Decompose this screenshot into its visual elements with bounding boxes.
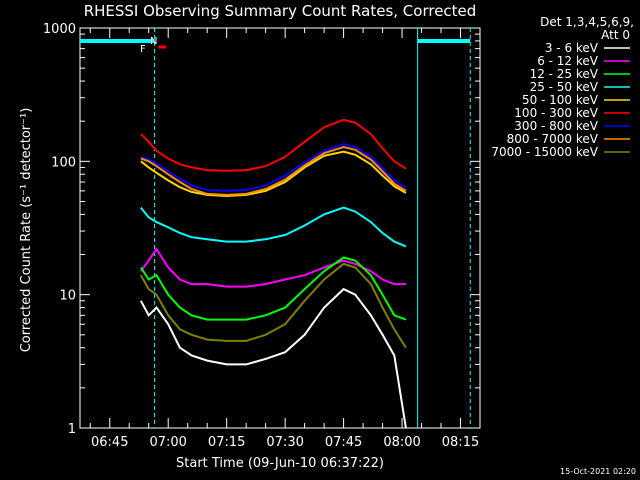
x-axis-label: Start Time (09-Jun-10 06:37:22) — [176, 456, 384, 471]
chart-title: RHESSI Observing Summary Count Rates, Co… — [84, 2, 477, 20]
legend-label: 100 - 300 keV — [514, 106, 598, 120]
tick-labels: 1 10 100 1000 06:45 07:00 07:15 07:30 07:45 08:00… — [43, 22, 479, 450]
y-tick-label: 1000 — [43, 22, 76, 37]
series-line-0 — [140, 287, 407, 429]
series-line-1 — [140, 247, 406, 288]
legend-label: 800 - 7000 keV — [507, 132, 599, 146]
x-tick-label: 06:45 — [91, 435, 128, 450]
legend-label: 300 - 800 keV — [514, 119, 598, 133]
series-line-6 — [140, 142, 407, 192]
series-lines — [140, 118, 407, 429]
legend-label: 12 - 25 keV — [530, 67, 599, 81]
legend-label: 3 - 6 keV — [545, 41, 599, 55]
flag-f-label: F — [140, 44, 146, 55]
legend-label: 6 - 12 keV — [537, 54, 599, 68]
x-tick-label: 08:00 — [383, 435, 420, 450]
x-tick-label: 07:15 — [208, 435, 245, 450]
y-tick-label: 100 — [51, 155, 76, 170]
series-line-2 — [140, 256, 407, 321]
y-tick-label: 1 — [68, 422, 76, 437]
x-tick-label: 08:15 — [442, 435, 479, 450]
flag-n-label: N — [150, 36, 157, 47]
observing-flags — [80, 28, 471, 428]
series-line-8 — [140, 262, 407, 349]
x-tick-label: 07:30 — [266, 435, 303, 450]
y-axis-label: Corrected Count Rate (s⁻¹ detector⁻¹) — [19, 108, 34, 353]
x-tick-label: 07:00 — [149, 435, 186, 450]
plot-axes — [79, 27, 481, 429]
legend-label: 25 - 50 keV — [530, 80, 599, 94]
x-tick-label: 07:45 — [325, 435, 362, 450]
series-line-5 — [140, 118, 407, 172]
legend-label: 7000 - 15000 keV — [491, 145, 598, 159]
series-line-3 — [140, 206, 407, 248]
legend-header-1: Det 1,3,4,5,6,9, — [540, 15, 634, 29]
timestamp: 15-Oct-2021 02:20 — [560, 467, 636, 476]
series-line-7 — [140, 145, 407, 196]
plot-frame — [79, 27, 481, 429]
legend-header-2: Att 0 — [601, 28, 630, 42]
legend-label: 50 - 100 keV — [522, 93, 599, 107]
y-tick-label: 10 — [59, 289, 76, 304]
series-line-4 — [140, 150, 407, 198]
